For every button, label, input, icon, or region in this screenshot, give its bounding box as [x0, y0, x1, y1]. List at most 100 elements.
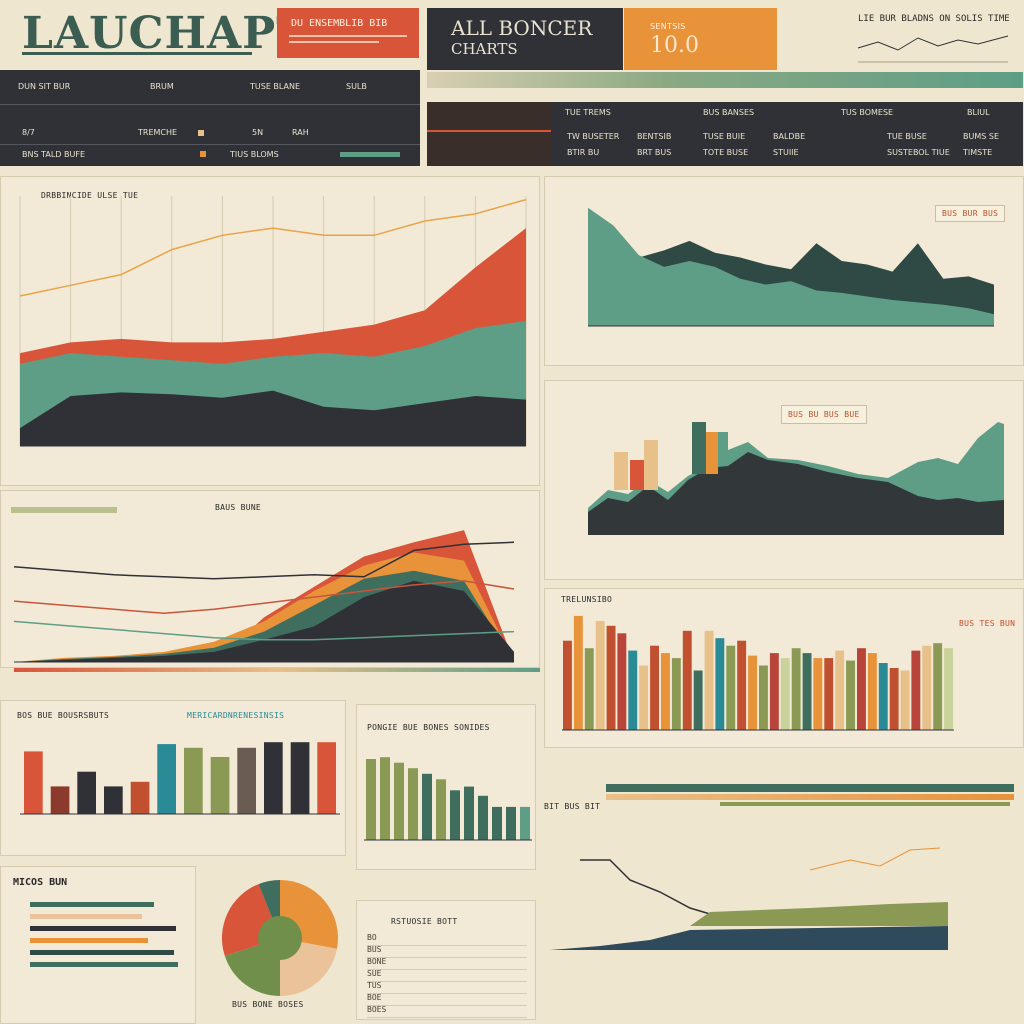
- orange-stat-value: 10.0: [650, 33, 699, 58]
- chart3-title: BAUS BUNE: [215, 503, 262, 512]
- bar: [944, 648, 953, 730]
- bar: [237, 747, 256, 814]
- right-table-header: BLIUL: [967, 108, 990, 117]
- ribbon-teal: [427, 72, 1023, 88]
- mini-table-row: BO: [367, 933, 527, 946]
- bar: [184, 747, 203, 814]
- right-table-header: TUE TREMS: [565, 108, 611, 117]
- bar: [639, 665, 649, 730]
- mountain-dark-area: [588, 452, 1004, 535]
- bar: [791, 648, 801, 730]
- chart-pie: [221, 880, 339, 996]
- combo-dark-area: [550, 926, 948, 950]
- bar: [50, 786, 70, 814]
- mini-table-row: SUE: [367, 969, 527, 982]
- top-right-title: LIE BUR BLADNS ON SOLIS TIME: [858, 14, 1010, 24]
- chart-bars-left: [20, 742, 340, 815]
- area-dark: [20, 390, 526, 446]
- orange-stat-label: SENTSIS: [650, 22, 686, 31]
- bar: [573, 615, 583, 730]
- bar: [846, 660, 855, 730]
- hbar-title: MICOS BUN: [13, 877, 68, 888]
- combo-olive-area: [690, 902, 948, 926]
- left-table-cell: 8/7: [22, 128, 35, 137]
- mountain-note: BUS BUR BUS: [935, 205, 1006, 222]
- banner-red: DU ENSEMBLIB BIB: [277, 8, 419, 58]
- right-table-cell: BRT BUS: [637, 148, 672, 157]
- bars-left-title: BOS BUE BOUSRSBUTS: [17, 711, 110, 720]
- bar: [520, 806, 530, 840]
- bar: [290, 742, 310, 814]
- right-table-cell: BENTSIB: [637, 132, 672, 141]
- mountain-note-2: BUS BU BUS BUE: [781, 405, 867, 424]
- left-table-header: BRUM: [150, 82, 174, 91]
- right-table-cell: TUSE BUIE: [703, 132, 746, 141]
- bar: [210, 757, 230, 814]
- sparkline-line: [857, 35, 1009, 51]
- side-badge: BUS TES BUN: [959, 619, 1016, 628]
- mini-table-row: BOE: [367, 993, 527, 1006]
- left-table-cell: RAH: [292, 128, 309, 137]
- combo-line-dark: [580, 859, 711, 915]
- right-table-cell: TIMSTE: [963, 148, 993, 157]
- mountain-bar: [614, 452, 628, 490]
- bar: [922, 645, 932, 730]
- mountain-bar: [718, 432, 728, 466]
- chart-combo-bottom-right: [550, 847, 948, 950]
- bar: [380, 757, 390, 840]
- table-divider: [0, 144, 420, 145]
- bars-left-title-2: MERICARDNRENESINSIS: [187, 711, 285, 720]
- pie-caption: BUS BONE BOSES: [232, 1000, 304, 1009]
- right-table-cell: TOTE BUSE: [703, 148, 749, 157]
- hbar-6: [30, 962, 178, 967]
- bar: [492, 806, 502, 840]
- left-table-header: SULB: [346, 82, 367, 91]
- bar: [77, 771, 96, 814]
- table-divider: [0, 104, 420, 105]
- right-data-table: TUE TREMS BUS BANSES TUS BOMESE BLIUL TW…: [427, 102, 1023, 166]
- bar: [506, 806, 516, 840]
- bar: [911, 650, 921, 730]
- left-table-cell: TIUS BLOMS: [230, 150, 279, 159]
- bar: [264, 742, 283, 814]
- right-table-cell: STUIIE: [773, 148, 799, 157]
- hbar-1: [30, 902, 154, 907]
- bar: [824, 658, 834, 730]
- mini-table: RSTUOSIE BOTT BO BUS BONE SUE TUS BOE BOES: [356, 900, 536, 1020]
- bar: [802, 653, 812, 730]
- hbar-5: [30, 950, 174, 955]
- combo-line-orange: [809, 847, 941, 871]
- bar: [661, 653, 670, 730]
- bar: [584, 648, 594, 730]
- bar: [835, 650, 845, 730]
- hbar-4: [30, 938, 148, 943]
- bar: [408, 768, 418, 840]
- banner-red-text: DU ENSEMBLIB BIB: [291, 18, 388, 29]
- line-dark line: [13, 541, 515, 580]
- bar: [780, 658, 790, 730]
- left-table-header: TUSE BLANE: [250, 82, 301, 91]
- bar: [693, 670, 703, 730]
- center-title-line2: CHARTS: [451, 40, 518, 58]
- center-title-line1: ALL BONCER: [451, 16, 593, 40]
- bar: [563, 640, 572, 730]
- right-table-cell: BALDBE: [773, 132, 806, 141]
- orange-stat-card: SENTSIS 10.0: [624, 8, 777, 70]
- bar: [900, 670, 910, 730]
- bars-right-title: TRELUNSIBO: [561, 595, 613, 604]
- mountain-bar: [706, 432, 718, 474]
- bar: [478, 795, 488, 840]
- right-table-header: TUS BOMESE: [841, 108, 894, 117]
- bar: [737, 640, 747, 730]
- bar: [617, 633, 627, 730]
- right-table-cell: TUE BUSE: [887, 132, 927, 141]
- chart-area-mountain: [588, 207, 994, 327]
- right-table-cell: BUMS SE: [963, 132, 999, 141]
- right-table-cell: BTIR BU: [567, 148, 600, 157]
- bar: [704, 630, 714, 730]
- bar: [857, 648, 866, 730]
- bar: [422, 773, 432, 840]
- left-table-cell: BNS TALD BUFE: [22, 150, 85, 159]
- horiz-ribbon-olive: [720, 802, 1010, 806]
- bar: [759, 665, 768, 730]
